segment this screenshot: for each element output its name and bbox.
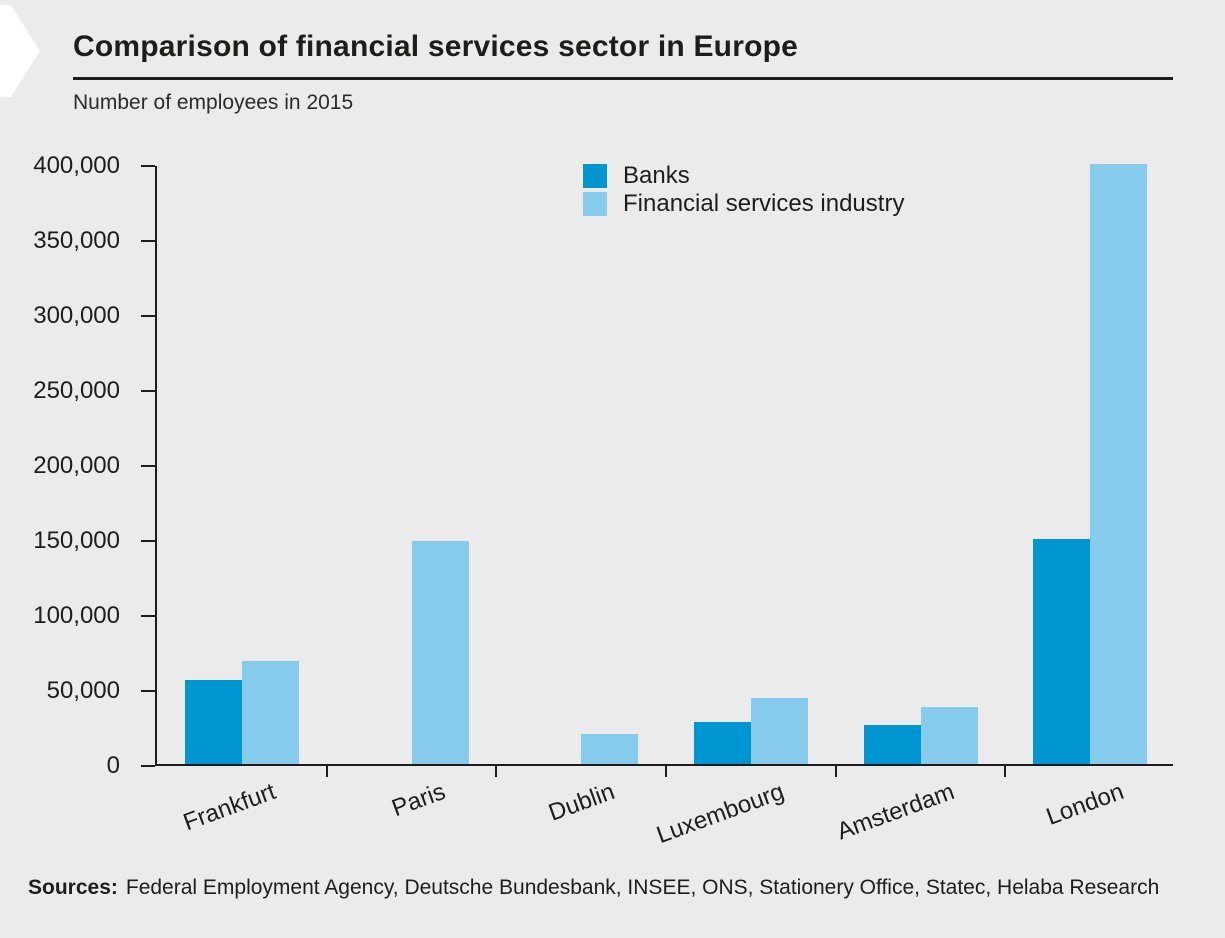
y-axis-tick-label: 150,000: [33, 527, 120, 554]
x-axis-label-frankfurt: Frankfurt: [179, 778, 280, 837]
legend-item-financial-services: Financial services industry: [583, 190, 904, 218]
bar-financial-services-industry-paris: [411, 540, 469, 764]
y-axis-tick: [141, 390, 155, 392]
y-axis-tick-label: 50,000: [46, 677, 120, 704]
y-axis-tick: [141, 240, 155, 242]
bar-financial-services-industry-frankfurt: [241, 660, 299, 764]
page-subtitle: Number of employees in 2015: [73, 91, 354, 114]
y-axis-tick: [141, 465, 155, 467]
x-axis-tick: [665, 766, 667, 777]
y-axis-tick: [141, 765, 155, 767]
legend-swatch-financial-services: [583, 192, 607, 216]
plot-area: 0 50,000 100,000 150,000 200,000 250,000 300,0…: [33, 152, 1173, 849]
x-axis-label-amsterdam: Amsterdam: [833, 778, 958, 846]
chevron-decoration-icon: [0, 5, 40, 97]
y-axis-tick-label: 350,000: [33, 227, 120, 254]
y-axis-tick-label: 200,000: [33, 452, 120, 479]
y-axis-tick: [141, 615, 155, 617]
y-axis-tick-label: 0: [106, 752, 120, 779]
legend-item-banks: Banks: [583, 162, 904, 190]
y-axis-tick-label: 300,000: [33, 302, 120, 329]
x-axis-label-dublin: Dublin: [545, 778, 619, 827]
y-axis-tick: [141, 165, 155, 167]
x-axis-tick: [1004, 766, 1007, 777]
bar-financial-services-industry-london: [1090, 164, 1148, 764]
x-axis-label-london: London: [1042, 778, 1128, 831]
bar-financial-services-industry-amsterdam: [920, 707, 978, 764]
bar-banks-london: [1033, 539, 1091, 764]
bar-banks-amsterdam: [863, 725, 921, 764]
y-axis-tick: [141, 540, 155, 542]
bar-financial-services-industry-luxembourg: [750, 698, 808, 764]
x-axis-tick: [495, 766, 498, 777]
page-title: Comparison of financial services sector …: [73, 30, 1173, 80]
bar-banks-luxembourg: [693, 722, 751, 764]
x-axis-tick: [325, 766, 328, 777]
sources-line: Sources: Federal Employment Agency, Deuts…: [28, 876, 1159, 900]
sources-label: Sources:: [28, 876, 118, 899]
y-axis-tick-label: 100,000: [33, 602, 120, 629]
chart-legend: Banks Financial services industry: [583, 162, 904, 218]
bar-financial-services-industry-dublin: [581, 734, 639, 764]
bar-banks-frankfurt: [184, 680, 242, 764]
x-axis-tick: [834, 766, 837, 777]
x-axis-label-luxembourg: Luxembourg: [653, 778, 789, 850]
y-axis-tick: [141, 690, 155, 692]
legend-swatch-banks: [583, 164, 607, 188]
chart-header: Comparison of financial services sector …: [73, 30, 1173, 115]
legend-label-banks: Banks: [623, 162, 690, 189]
y-axis-tick-label: 250,000: [33, 377, 120, 404]
y-axis-tick-label: 400,000: [33, 152, 120, 179]
legend-label-financial-services: Financial services industry: [623, 190, 905, 217]
y-axis-tick: [141, 315, 155, 317]
sources-text: Federal Employment Agency, Deutsche Bund…: [125, 876, 1160, 899]
x-axis-label-paris: Paris: [388, 778, 449, 823]
